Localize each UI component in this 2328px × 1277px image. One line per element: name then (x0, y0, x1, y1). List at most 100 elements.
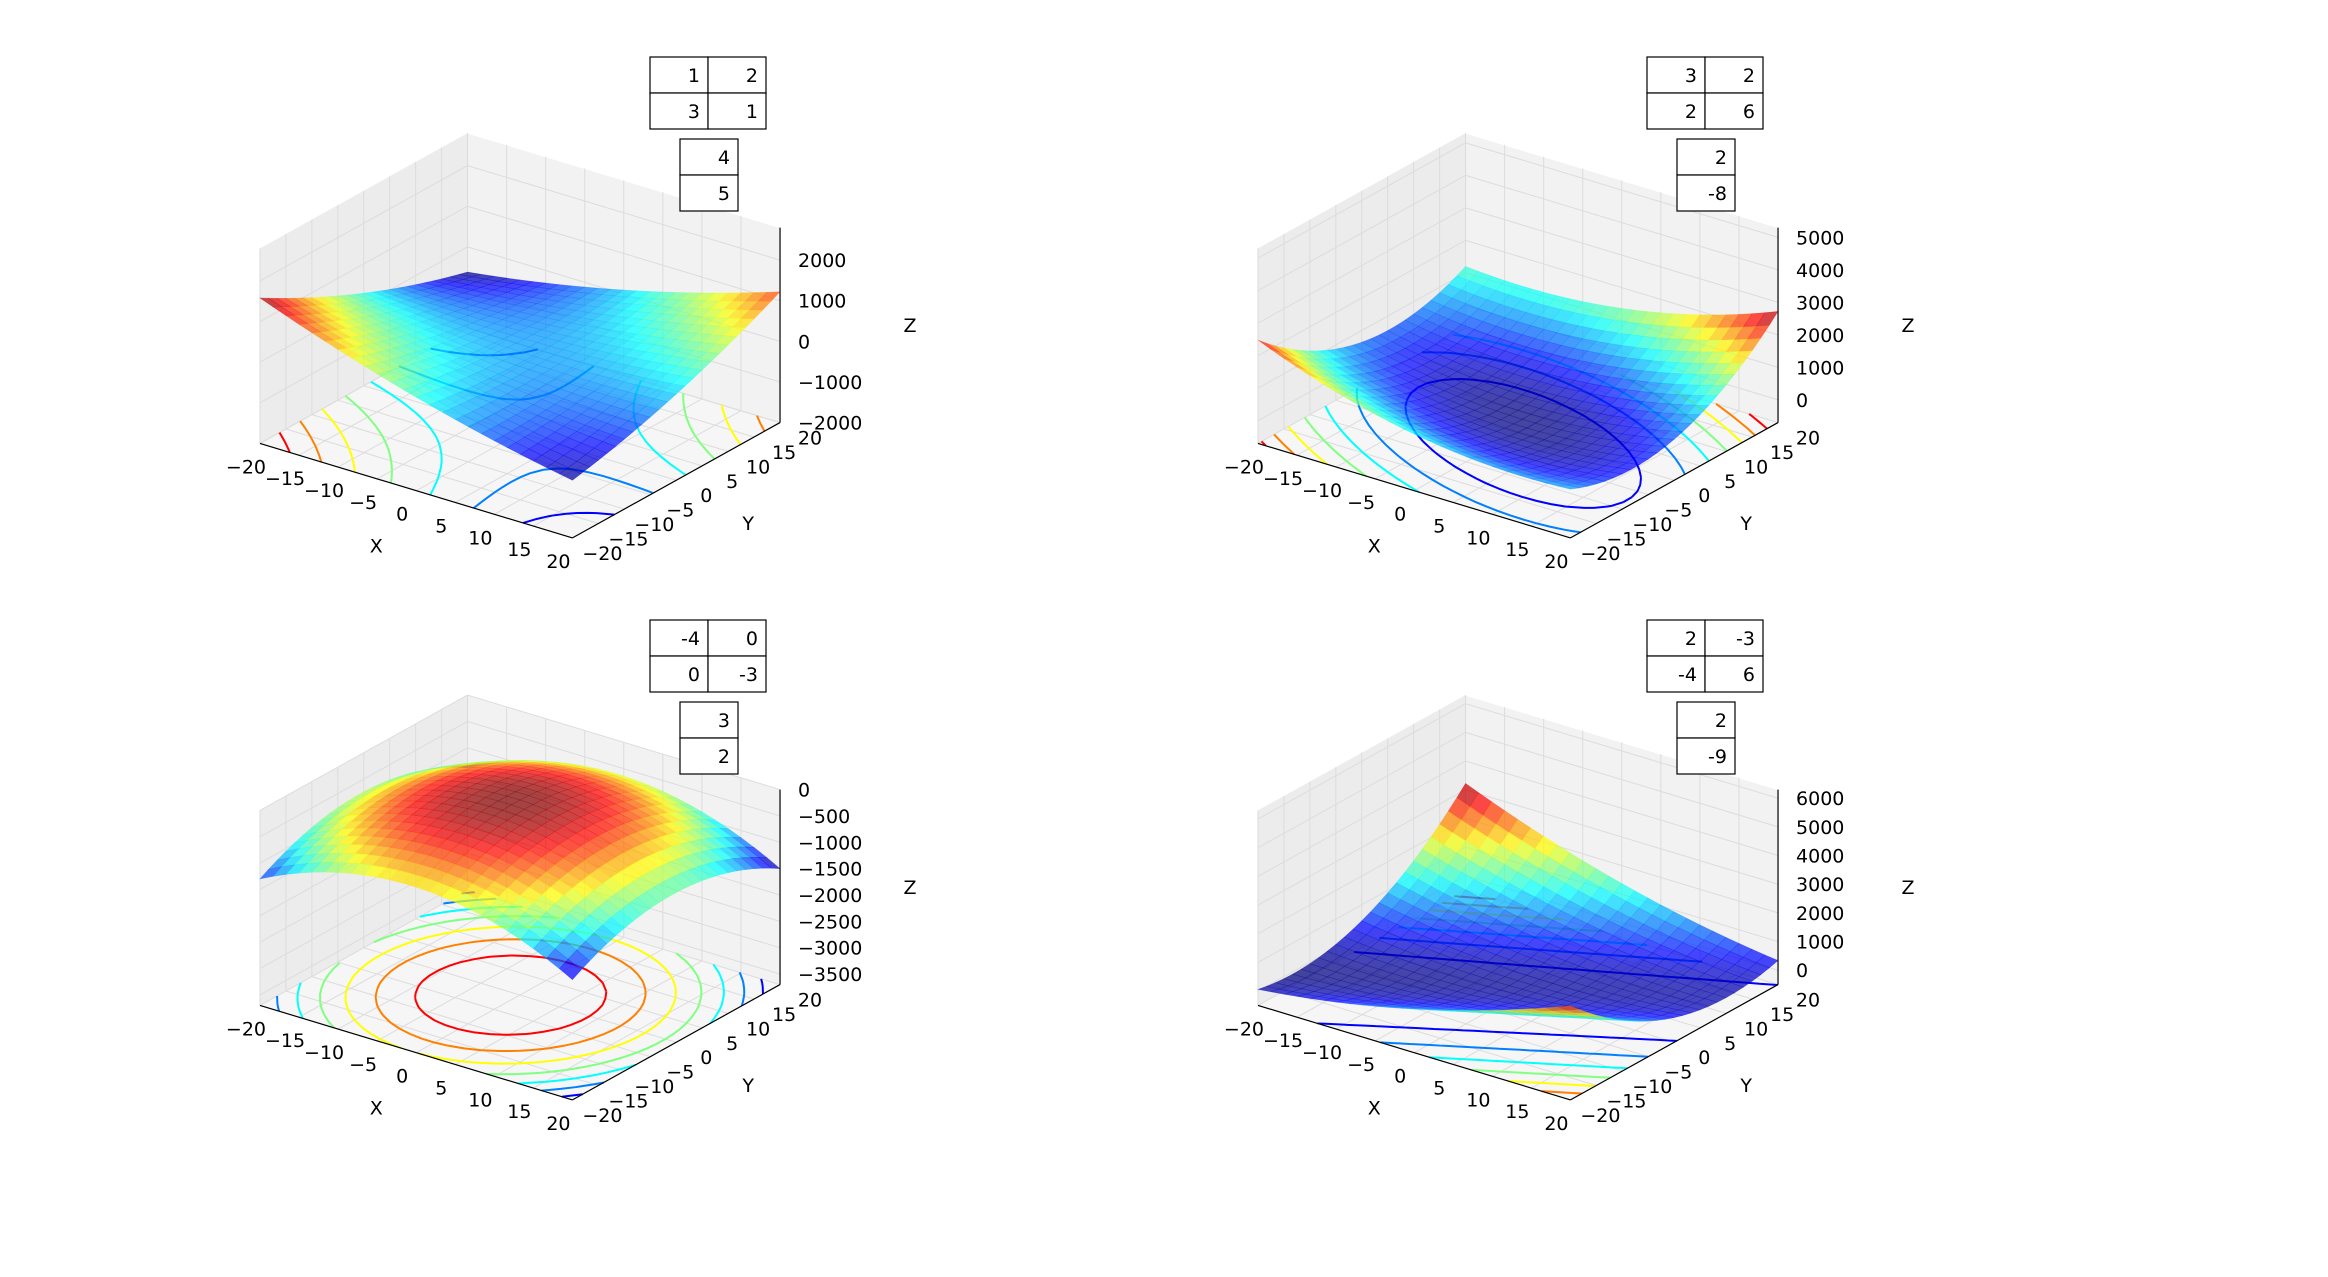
y-tick-label: −10 (1632, 1076, 1672, 1098)
x-tick-label: −5 (349, 492, 377, 514)
vector-cell: 2 (718, 746, 730, 768)
surface (259, 760, 781, 981)
vector-cell: -8 (1708, 183, 1727, 205)
x-tick-label: 5 (1433, 515, 1445, 537)
z-tick-labels: 0 −500 −1000 −1500 −2000 −2500 −3000 −3500 (798, 780, 862, 986)
y-tick-label: 0 (700, 1047, 712, 1069)
matrix-cell: 6 (1743, 664, 1755, 686)
y-axis-label: Y (1739, 513, 1752, 535)
vector-cell: 5 (718, 183, 730, 205)
x-axis-label: X (370, 1098, 383, 1120)
x-tick-label: −10 (304, 1042, 344, 1064)
y-tick-label: −15 (1606, 1090, 1646, 1112)
z-tick-label: 5000 (1796, 227, 1844, 249)
x-tick-label: −5 (1347, 492, 1375, 514)
matrix-cell: 3 (1685, 65, 1697, 87)
y-tick-label: 5 (1724, 471, 1736, 493)
y-axis-label: Y (741, 1075, 754, 1097)
x-tick-label: −15 (1263, 1030, 1303, 1052)
axes (259, 227, 781, 539)
matrix-table: 3 2 2 6 (1646, 56, 1764, 130)
x-tick-label: −10 (304, 480, 344, 502)
vector-cell: 4 (718, 147, 730, 169)
z-tick-label: 0 (798, 780, 810, 802)
y-tick-label: −20 (1580, 543, 1620, 565)
x-tick-label: 10 (1466, 1089, 1490, 1111)
surface (1257, 265, 1779, 490)
z-tick-label: 6000 (1796, 788, 1844, 810)
y-tick-label: 10 (1744, 456, 1768, 478)
z-tick-label: −3000 (798, 938, 862, 960)
vector-table: 2 -8 (1676, 138, 1736, 212)
vector-cell: -9 (1708, 746, 1727, 768)
y-tick-label: 20 (1796, 428, 1820, 450)
z-axis-label: Z (1902, 315, 1915, 337)
y-tick-label: 15 (1770, 1004, 1794, 1026)
vector-table: 2 -9 (1676, 701, 1736, 775)
x-tick-label: −15 (265, 468, 305, 490)
surface (258, 271, 781, 481)
y-tick-label: 5 (726, 471, 738, 493)
x-tick-label: −15 (1263, 468, 1303, 490)
x-tick-label: 20 (546, 551, 570, 573)
x-tick-labels: −20−15−10−5 0 5 10 15 20 (226, 456, 571, 572)
y-tick-label: −15 (608, 528, 648, 550)
matrix-table: -4 0 0 -3 (649, 619, 767, 693)
y-tick-label: −10 (634, 514, 674, 536)
y-tick-label: −10 (634, 1076, 674, 1098)
matrix-cell: -3 (739, 664, 758, 686)
y-tick-label: −5 (666, 500, 694, 522)
y-tick-label: 15 (772, 1004, 796, 1026)
x-tick-label: 15 (1505, 1101, 1529, 1123)
x-tick-label: −5 (349, 1054, 377, 1076)
vector-cell: 2 (1715, 710, 1727, 732)
y-tick-label: 20 (798, 428, 822, 450)
y-tick-label: −20 (1580, 1105, 1620, 1127)
vector-table: 45 (679, 138, 739, 212)
matrix-cell: 3 (688, 101, 700, 123)
axes (259, 789, 781, 1101)
z-tick-labels: 6000 5000 4000 3000 2000 1000 0 (1796, 788, 1844, 982)
matrix-table: 1 2 3 1 (649, 56, 767, 130)
x-tick-label: −15 (265, 1030, 305, 1052)
matrix-cell: -4 (681, 628, 700, 650)
x-tick-label: 20 (1544, 551, 1568, 573)
x-tick-label: −5 (1347, 1054, 1375, 1076)
z-tick-label: −2000 (798, 885, 862, 907)
y-tick-label: −15 (608, 1090, 648, 1112)
x-tick-label: −20 (226, 456, 266, 478)
y-tick-label: −15 (1606, 528, 1646, 550)
y-tick-label: 0 (1698, 1047, 1710, 1069)
y-tick-label: 10 (1744, 1018, 1768, 1040)
z-tick-label: 4000 (1796, 846, 1844, 868)
x-tick-labels: −20−15−10−5 0 5 10 15 20 (1224, 456, 1569, 572)
y-tick-label: 15 (772, 442, 796, 464)
x-tick-label: 0 (396, 504, 408, 526)
x-tick-label: −20 (1224, 1018, 1264, 1040)
matrix-cell: 0 (746, 628, 758, 650)
y-tick-label: 10 (746, 456, 770, 478)
x-tick-label: 0 (1394, 504, 1406, 526)
matrix-cell: 1 (688, 65, 700, 87)
z-tick-label: 2000 (1796, 903, 1844, 925)
y-tick-label: −20 (582, 543, 622, 565)
z-tick-label: 0 (1796, 390, 1808, 412)
y-tick-label: −5 (1664, 1062, 1692, 1084)
vector-cell: 2 (1715, 147, 1727, 169)
matrix-cell: -4 (1678, 664, 1697, 686)
z-tick-label: −1000 (798, 832, 862, 854)
z-tick-label: −1500 (798, 859, 862, 881)
y-tick-label: 0 (700, 485, 712, 507)
y-tick-label: 5 (1724, 1033, 1736, 1055)
y-tick-label: 5 (726, 1033, 738, 1055)
z-tick-labels: 5000 4000 3000 2000 1000 0 (1796, 227, 1844, 412)
x-tick-label: 10 (1466, 527, 1490, 549)
x-tick-label: 20 (1544, 1113, 1568, 1135)
y-tick-label: 20 (798, 990, 822, 1012)
y-tick-label: 0 (1698, 485, 1710, 507)
